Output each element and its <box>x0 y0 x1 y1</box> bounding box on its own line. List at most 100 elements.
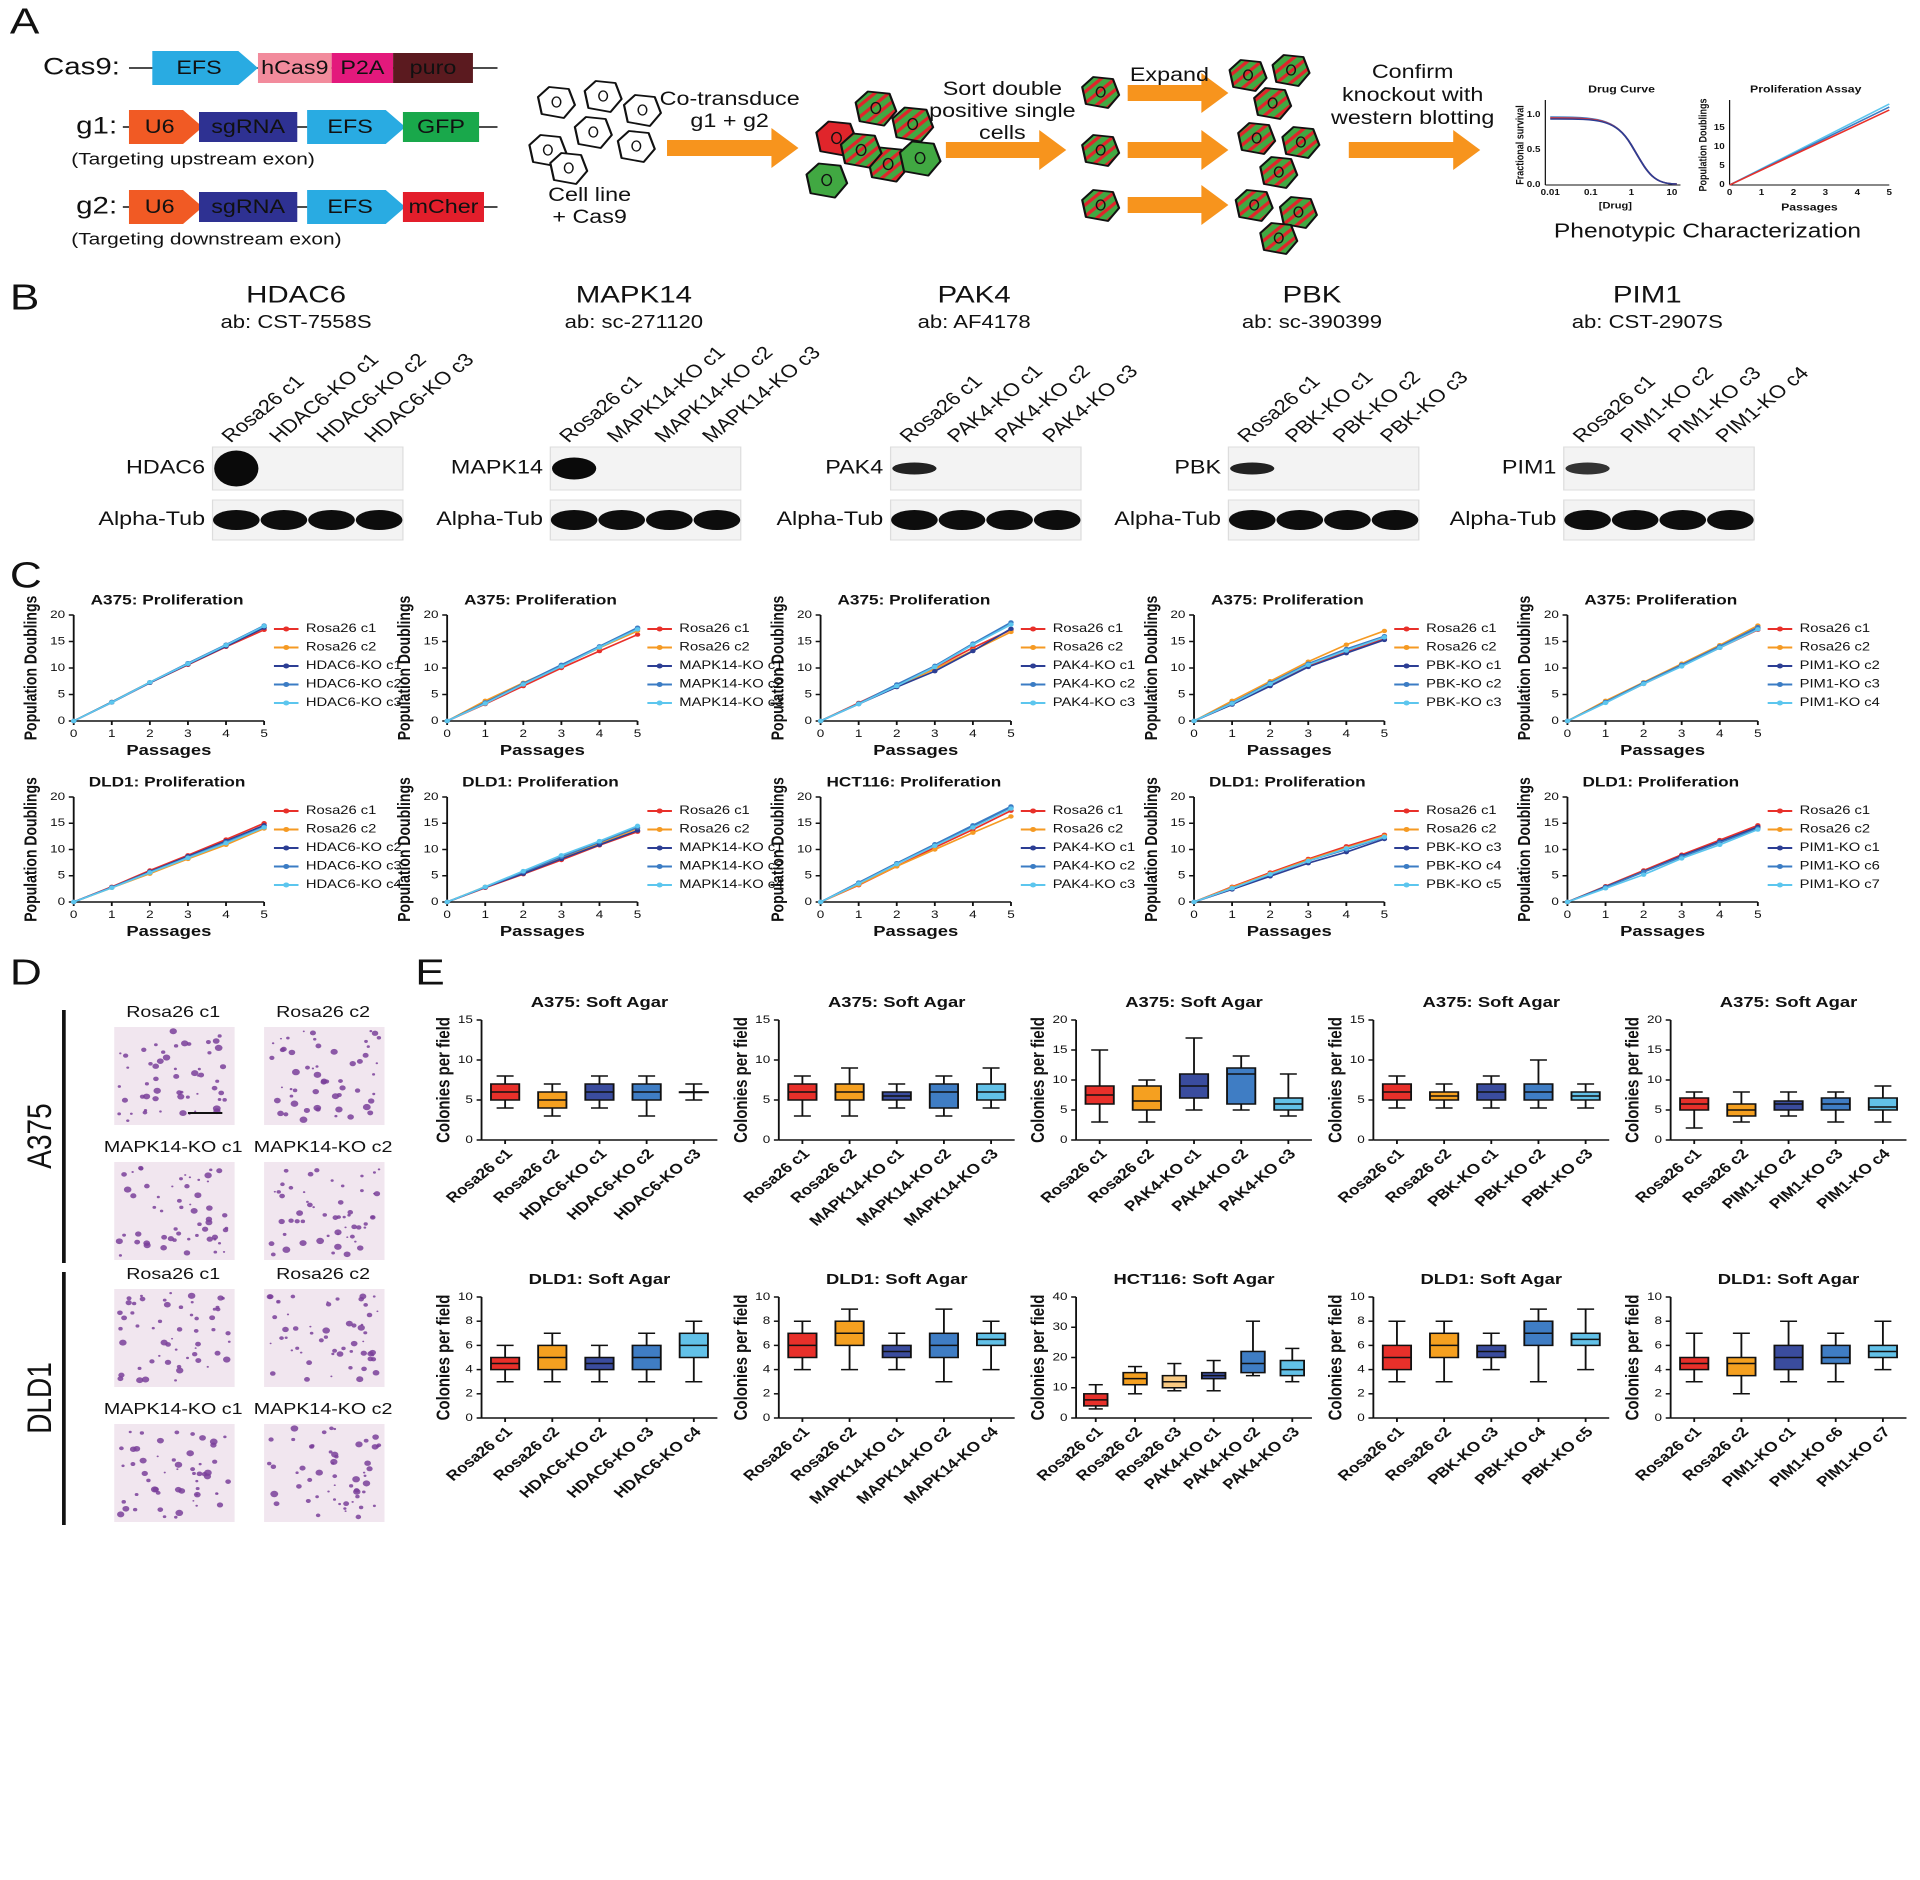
colony <box>217 1241 222 1245</box>
legend-label: PIM1-KO c4 <box>1800 695 1881 708</box>
legend-label: HDAC6-KO c2 <box>306 677 402 690</box>
legend-label: Rosa26 c1 <box>306 803 376 816</box>
colony <box>371 1030 379 1036</box>
y-tick-label: 15 <box>1052 1043 1067 1055</box>
legend-marker <box>283 645 290 650</box>
y-tick-label: 10 <box>458 1053 473 1065</box>
y-tick-label: 20 <box>1647 1013 1662 1025</box>
y-tick-label: 15 <box>1170 635 1185 647</box>
x-tick-label: 0 <box>443 727 451 739</box>
colony <box>156 1437 164 1444</box>
x-tick-label: 2 <box>1266 727 1274 739</box>
colony <box>306 1200 309 1203</box>
chart-title: DLD1: Soft Agar <box>1718 1271 1860 1288</box>
colony <box>161 1234 168 1240</box>
colony <box>206 1236 214 1242</box>
colony <box>138 1165 144 1171</box>
colony <box>185 1095 190 1099</box>
legend-label: Rosa26 c2 <box>306 640 376 653</box>
colony <box>282 1232 287 1236</box>
data-point <box>1678 856 1685 861</box>
colony <box>131 1301 137 1306</box>
y-axis-label: Population Doublings <box>22 777 41 922</box>
y-tick-label: 8 <box>1655 1314 1663 1326</box>
data-point <box>261 623 267 629</box>
legend-marker <box>1030 663 1037 669</box>
image-label: MAPK14-KO c2 <box>254 1138 393 1156</box>
data-point <box>894 683 900 689</box>
data-point <box>1343 846 1350 851</box>
legend-label: MAPK14-KO c4 <box>679 877 784 890</box>
colony <box>197 1222 202 1227</box>
series-line <box>1193 836 1385 903</box>
cell <box>536 86 576 119</box>
colony <box>280 1182 285 1187</box>
step-text: cells <box>979 122 1026 143</box>
colony <box>192 1351 198 1357</box>
x-axis-label: Passages <box>1247 742 1332 759</box>
colony <box>271 1042 275 1045</box>
colony <box>156 1195 160 1199</box>
legend-marker <box>283 864 290 869</box>
colony <box>123 1186 132 1193</box>
cell <box>1278 196 1318 229</box>
data-point <box>932 668 938 674</box>
y-tick-label: 10 <box>1350 1290 1365 1302</box>
legend-marker <box>283 663 290 669</box>
colony <box>205 1040 211 1045</box>
y-tick-label: 0 <box>431 714 439 726</box>
data-point <box>1229 701 1235 706</box>
x-tick-label: 4 <box>1716 727 1724 739</box>
y-tick-label: 6 <box>1655 1338 1663 1350</box>
colony <box>313 1071 322 1078</box>
nucleus <box>1293 206 1304 218</box>
mini-label: Fractional survival <box>1515 105 1527 185</box>
colony <box>358 1296 364 1302</box>
x-tick-label: 3 <box>558 908 566 920</box>
y-tick-label: 10 <box>1647 1073 1662 1085</box>
colony-image <box>114 1424 235 1522</box>
colony <box>192 1500 195 1502</box>
y-tick-label: 0 <box>1551 714 1559 726</box>
data-point <box>223 841 229 846</box>
colony <box>311 1067 315 1070</box>
colony <box>330 1048 338 1055</box>
legend-marker <box>1403 682 1410 687</box>
y-tick-label: 20 <box>1052 1013 1067 1025</box>
y-tick-label: 10 <box>1544 661 1559 673</box>
y-tick-label: 5 <box>58 869 66 881</box>
nucleus <box>1095 86 1106 98</box>
colony <box>174 1379 177 1382</box>
colony <box>325 1302 332 1307</box>
legend-label: Rosa26 c1 <box>679 621 749 634</box>
y-tick-label: 20 <box>50 790 65 802</box>
x-tick-label: 4 <box>969 727 977 739</box>
colony <box>314 1168 320 1173</box>
colony <box>187 1237 191 1241</box>
colony <box>289 1094 294 1098</box>
mini-tick: 1 <box>1759 188 1764 197</box>
colony <box>219 1064 227 1070</box>
x-axis-label: Passages <box>873 742 958 759</box>
y-tick-label: 4 <box>1357 1363 1365 1375</box>
x-tick-label: 4 <box>1716 908 1724 920</box>
colony <box>176 1231 182 1236</box>
colony <box>215 1307 221 1312</box>
construct-name: g2: <box>76 192 117 219</box>
blot-antibody: ab: sc-271120 <box>565 313 703 333</box>
box <box>1279 1359 1305 1377</box>
colony <box>156 1058 164 1064</box>
panel-label: C <box>10 554 42 595</box>
step-text: knockout with <box>1342 84 1483 105</box>
colony <box>356 1245 364 1251</box>
x-tick-label: HDAC6-KO c4 <box>611 1424 705 1501</box>
legend-marker <box>283 682 290 687</box>
cell <box>1081 134 1121 167</box>
mini-tick: 10 <box>1666 188 1677 197</box>
y-tick-label: 10 <box>797 843 812 855</box>
chart-title: DLD1: Soft Agar <box>529 1271 671 1288</box>
y-tick-label: 0 <box>58 895 66 907</box>
cell <box>573 116 613 149</box>
legend-label: PBK-KO c3 <box>1426 840 1501 853</box>
colony <box>353 1488 361 1495</box>
